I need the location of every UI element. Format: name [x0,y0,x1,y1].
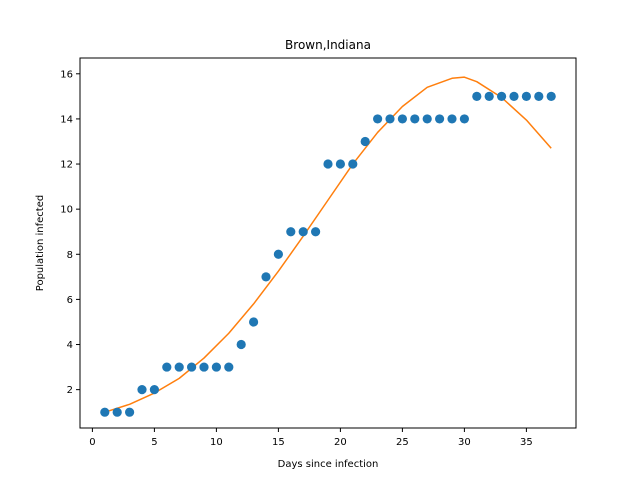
data-point [546,91,556,101]
data-point [224,362,234,372]
y-axis-label: Population infected [35,195,46,291]
y-tick-label: 16 [60,69,73,80]
y-tick-label: 4 [67,340,73,351]
x-tick-label: 10 [210,437,223,448]
y-tick-label: 2 [67,385,73,396]
x-tick-label: 15 [272,437,285,448]
data-point [211,362,221,372]
x-axis-ticks: 0 5 10 15 20 25 30 35 [89,428,533,448]
x-axis-label: Days since infection [278,459,379,470]
data-point [534,91,544,101]
data-point [497,91,507,101]
data-point [397,114,407,124]
data-point [261,272,271,282]
data-point [385,114,395,124]
y-tick-label: 12 [60,160,73,171]
data-point [187,362,197,372]
y-tick-label: 10 [60,205,73,216]
data-point [348,159,358,169]
y-axis-ticks: 2 4 6 8 10 12 14 16 [60,69,80,396]
data-point [112,407,122,417]
data-point [335,159,345,169]
plot-frame [79,57,577,429]
data-point [125,407,135,417]
x-tick-label: 20 [334,437,347,448]
data-point [273,249,283,259]
y-tick-label: 6 [67,295,73,306]
chart-title: Brown,Indiana [285,38,371,52]
fit-curve-line [104,76,552,413]
data-point [521,91,532,101]
data-point [435,114,445,124]
data-point [360,136,370,147]
data-point [472,91,482,101]
data-point [422,114,432,124]
data-point [199,362,209,372]
y-tick-label: 14 [60,114,73,125]
data-point [311,227,321,237]
x-tick-label: 30 [458,437,471,448]
data-point [100,407,110,417]
data-point [174,362,184,372]
data-point [373,114,383,124]
data-point [286,227,296,237]
x-tick-label: 35 [520,437,533,448]
data-point [410,114,420,124]
data-point [459,114,469,124]
data-point [249,317,259,327]
data-point [298,227,308,237]
x-tick-label: 25 [396,437,409,448]
data-point [236,339,246,350]
plot-area [100,76,556,417]
x-tick-label: 5 [151,437,157,448]
data-point [162,362,172,372]
x-tick-label: 0 [89,437,95,448]
data-point [137,385,147,395]
data-point [323,159,333,169]
y-tick-label: 8 [67,250,73,261]
data-point [509,91,519,101]
data-point [149,385,159,395]
data-point [447,114,457,124]
data-point [484,91,494,101]
